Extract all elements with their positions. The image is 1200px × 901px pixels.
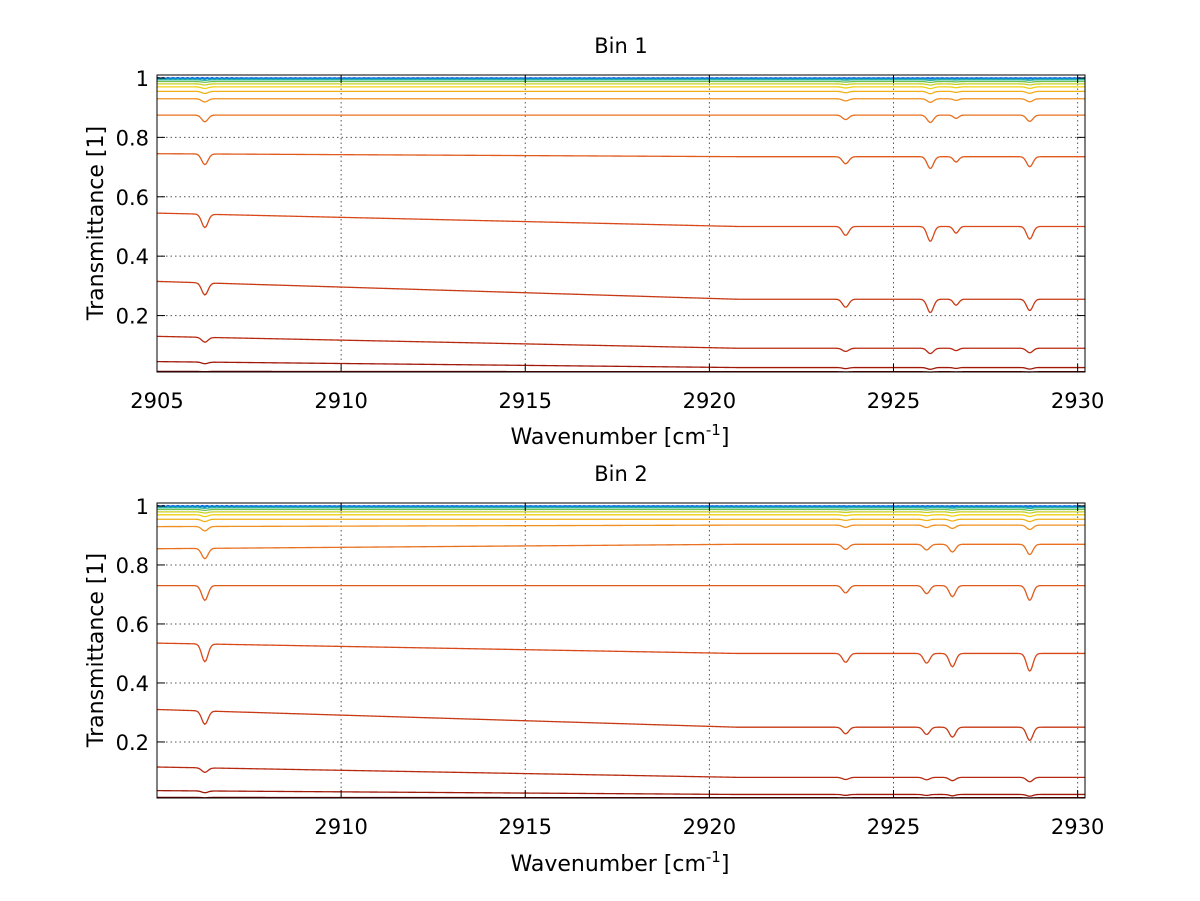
series-line-8-bin-2: [157, 524, 1085, 532]
series-line-13-bin-1: [156, 335, 1085, 355]
series-group-bin-1: [156, 76, 1086, 373]
y-tick-label-bin-1: 0.8: [116, 126, 149, 150]
chart-title-bin-2: Bin 2: [594, 462, 648, 486]
y-tick-label-bin-2: 0.8: [116, 554, 149, 578]
series-line-9-bin-1: [157, 114, 1085, 124]
x-axis-label-text-bin-1: Wavenumber [cm: [511, 425, 706, 450]
chart-title-bin-1: Bin 1: [594, 34, 648, 58]
y-tick-label-bin-1: 1: [136, 67, 149, 91]
x-tick-label-bin-1: 2910: [314, 389, 367, 413]
series-line-13-bin-2: [156, 766, 1085, 783]
x-axis-label-superscript-bin-2: -1: [706, 848, 721, 866]
series-line-5-bin-1: [157, 83, 1085, 86]
plot-frame-bin-1: [156, 74, 1086, 373]
x-ticks-bin-1: 2905 2910 2915 2920 2925 2930: [130, 75, 1104, 413]
series-line-2-bin-1: [156, 77, 1086, 80]
series-line-4-bin-1: [157, 80, 1085, 84]
x-tick-label-bin-1: 2920: [683, 389, 736, 413]
x-tick-label-bin-2: 2930: [1051, 815, 1104, 839]
series-line-11-bin-2: [156, 642, 1085, 672]
y-ticks-bin-1: 0.2 0.4 0.6 0.8 1: [116, 67, 1085, 329]
series-line-11-bin-1: [156, 212, 1085, 242]
subplot-bin-1: Bin 1 2905 2910 2915 2920 2925 2930 0.2 0.4 0.6…: [84, 34, 1104, 450]
series-line-7-bin-2: [157, 518, 1085, 523]
series-line-3-bin-2: [157, 507, 1085, 509]
series-line-5-bin-2: [157, 511, 1085, 514]
y-axis-label-bin-2: Transmittance [1]: [84, 553, 109, 748]
x-tick-label-bin-2: 2915: [499, 815, 552, 839]
x-axis-label-end-bin-1: ]: [721, 425, 730, 450]
y-tick-label-bin-1: 0.2: [116, 305, 149, 329]
series-line-6-bin-1: [157, 86, 1085, 90]
y-tick-label-bin-2: 1: [136, 495, 149, 519]
series-line-6-bin-2: [157, 514, 1085, 518]
x-ticks-bin-2: 2910 2915 2920 2925 2930: [314, 503, 1104, 839]
x-tick-label-bin-2: 2925: [867, 815, 920, 839]
x-tick-label-bin-2: 2910: [314, 815, 367, 839]
y-ticks-bin-2: 0.2 0.4 0.6 0.8 1: [116, 495, 1085, 755]
series-line-7-bin-1: [157, 90, 1085, 95]
x-tick-label-bin-1: 2930: [1051, 389, 1104, 413]
y-tick-label-bin-1: 0.4: [116, 245, 149, 269]
series-line-10-bin-2: [157, 584, 1085, 602]
series-line-12-bin-1: [156, 280, 1085, 314]
plot-frame-bin-2: [156, 502, 1086, 799]
subplot-bin-2: Bin 2 2910 2915 2920 2925 2930 0.2 0.4 0.6 0.8 1…: [84, 462, 1104, 877]
series-line-14-bin-1: [156, 360, 1085, 370]
series-line-3-bin-1: [157, 79, 1085, 81]
series-line-2-bin-2: [156, 505, 1086, 508]
series-line-8-bin-1: [157, 98, 1085, 103]
x-tick-label-bin-1: 2905: [130, 389, 183, 413]
x-axis-label-text-bin-2: Wavenumber [cm: [511, 852, 706, 877]
x-tick-label-bin-2: 2920: [683, 815, 736, 839]
series-line-9-bin-2: [156, 543, 1085, 560]
x-tick-label-bin-1: 2915: [499, 389, 552, 413]
y-tick-label-bin-2: 0.6: [116, 613, 149, 637]
y-tick-label-bin-1: 0.6: [116, 186, 149, 210]
series-line-10-bin-1: [157, 153, 1085, 170]
x-axis-label-superscript-bin-1: -1: [706, 421, 721, 439]
series-line-12-bin-2: [156, 708, 1085, 742]
x-tick-label-bin-1: 2925: [867, 389, 920, 413]
y-tick-label-bin-2: 0.4: [116, 672, 149, 696]
y-axis-label-bin-1: Transmittance [1]: [84, 126, 109, 321]
x-axis-label-bin-2: Wavenumber [cm-1]: [511, 848, 730, 877]
series-line-14-bin-2: [157, 789, 1085, 797]
y-tick-label-bin-2: 0.2: [116, 731, 149, 755]
series-line-4-bin-2: [157, 508, 1085, 512]
x-axis-label-bin-1: Wavenumber [cm-1]: [511, 421, 730, 450]
x-axis-label-end-bin-2: ]: [721, 852, 730, 877]
